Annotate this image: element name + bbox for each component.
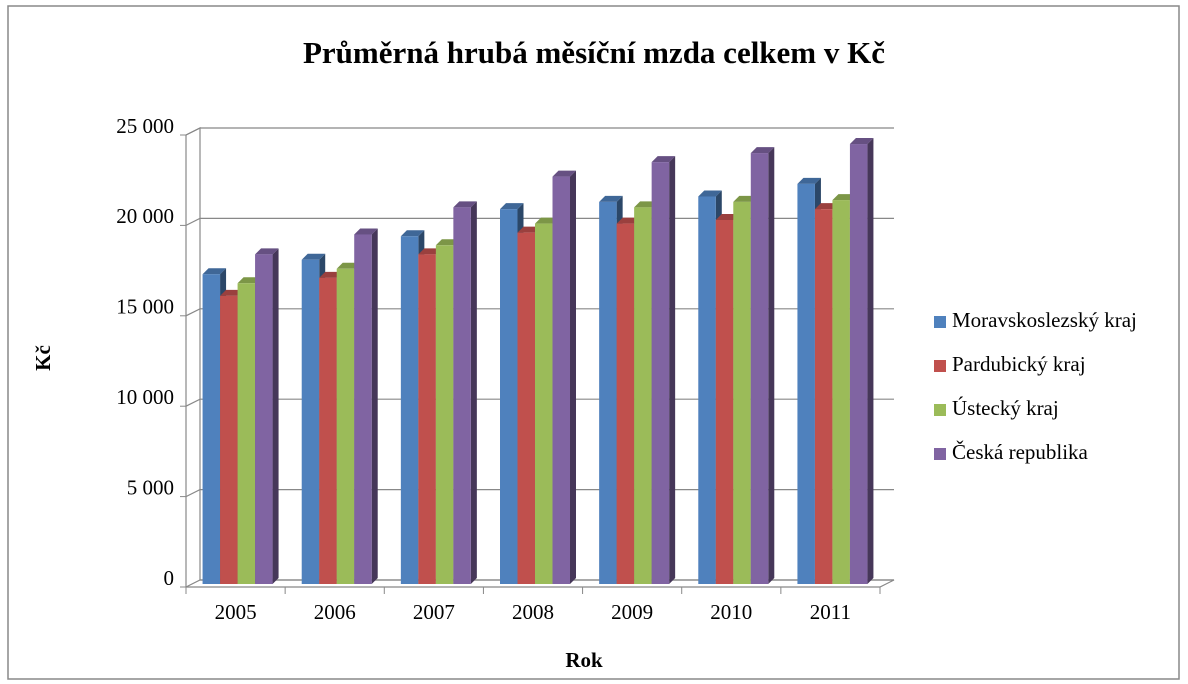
bar-top (599, 195, 623, 202)
bar (849, 144, 868, 585)
bar (797, 183, 815, 585)
legend-label: Česká republika (952, 440, 1089, 464)
bar (750, 153, 769, 584)
bar-top (202, 268, 227, 275)
y-tick-label: 15 000 (116, 295, 174, 319)
bar (814, 209, 833, 585)
bar-side (470, 201, 477, 584)
bar (599, 201, 617, 584)
bar-side (768, 147, 775, 584)
y-tick-label: 20 000 (116, 204, 174, 228)
y-tick-label: 10 000 (116, 385, 174, 409)
bar-top (301, 253, 326, 260)
bar-top (552, 170, 576, 177)
bar (832, 200, 850, 584)
bar-top (698, 190, 722, 197)
x-tick-label: 2008 (512, 600, 554, 624)
bar (733, 201, 751, 584)
bar (698, 196, 716, 585)
x-tick-label: 2010 (710, 600, 752, 624)
x-tick-label: 2009 (611, 600, 653, 624)
bar-top (400, 230, 425, 237)
bar (220, 295, 238, 584)
legend-label: Moravskoslezský kraj (952, 308, 1137, 332)
bar-top (849, 138, 874, 145)
bar (552, 176, 570, 585)
bar (319, 277, 337, 584)
x-axis-label: Rok (565, 648, 603, 672)
y-tick-label: 25 000 (116, 114, 174, 138)
bar (336, 268, 355, 584)
bar-side (669, 156, 676, 584)
legend-label: Ústecký kraj (952, 396, 1059, 420)
x-tick-label: 2005 (215, 600, 257, 624)
chart-frame (7, 5, 1180, 680)
bar (202, 274, 221, 584)
bar-side (272, 248, 279, 584)
chart-title: Průměrná hrubá měsíční mzda celkem v Kč (303, 35, 885, 70)
legend-swatch (934, 360, 946, 372)
bar (255, 254, 273, 584)
bar-top (651, 156, 676, 163)
bar-top (453, 201, 477, 208)
bar (453, 207, 471, 584)
bar (237, 283, 256, 584)
bar (651, 162, 670, 584)
bar (715, 219, 734, 584)
bar (435, 245, 454, 584)
legend-label: Pardubický kraj (952, 352, 1086, 376)
bar (616, 223, 635, 585)
grid-line (185, 127, 894, 136)
bar (634, 207, 652, 584)
bar-top (255, 248, 279, 255)
bar (500, 209, 518, 585)
bar (400, 236, 419, 585)
bar-side (867, 138, 874, 585)
y-tick-label: 5 000 (127, 475, 174, 499)
legend-swatch (934, 448, 946, 460)
bar (517, 232, 535, 584)
bar (354, 234, 372, 584)
bar-top (354, 228, 378, 235)
legend-swatch (934, 316, 946, 328)
bar-top (750, 147, 775, 154)
bar-side (570, 170, 576, 585)
bar (301, 259, 320, 584)
x-tick-label: 2007 (413, 600, 455, 624)
y-tick-label: 0 (164, 566, 175, 590)
y-axis-label: Kč (31, 345, 55, 371)
legend-swatch (934, 404, 946, 416)
bar (418, 254, 436, 584)
bar-top (797, 177, 821, 184)
bar (535, 223, 553, 585)
x-tick-label: 2006 (314, 600, 356, 624)
bar-side (371, 228, 378, 584)
bar-top (500, 203, 524, 210)
x-tick-label: 2011 (810, 600, 851, 624)
